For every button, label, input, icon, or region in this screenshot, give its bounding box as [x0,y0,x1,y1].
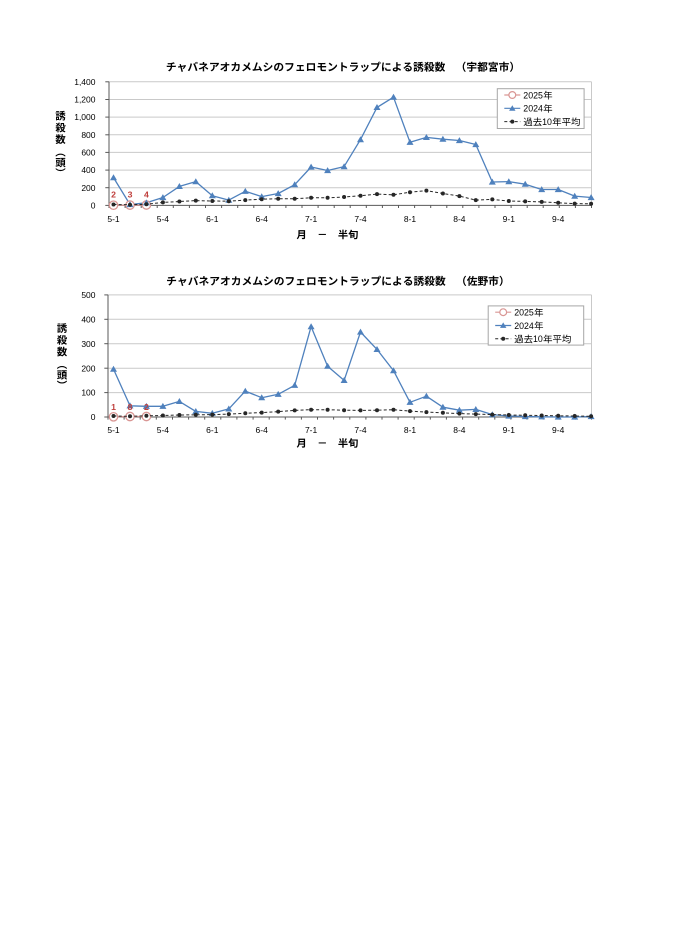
svg-text:7-4: 7-4 [354,425,367,435]
svg-text:300: 300 [81,339,95,349]
svg-text:2: 2 [144,402,149,412]
svg-text:400: 400 [81,165,95,175]
svg-text:8-1: 8-1 [404,425,417,435]
svg-text:7-1: 7-1 [305,425,318,435]
svg-text:0: 0 [91,412,96,422]
svg-text:1: 1 [111,402,116,412]
svg-text:9-1: 9-1 [503,214,516,224]
svg-text:6-4: 6-4 [256,425,269,435]
svg-text:5-4: 5-4 [157,214,170,224]
svg-text:400: 400 [81,314,95,324]
svg-text:1,000: 1,000 [74,112,96,122]
svg-text:4: 4 [144,189,149,199]
svg-text:0: 0 [91,201,96,211]
svg-text:100: 100 [81,388,95,398]
svg-text:8-4: 8-4 [453,425,466,435]
svg-text:9-4: 9-4 [552,214,565,224]
svg-text:1,200: 1,200 [74,95,96,105]
svg-text:2: 2 [111,189,116,199]
svg-text:9-4: 9-4 [552,425,565,435]
svg-text:3: 3 [128,189,133,199]
svg-text:7-1: 7-1 [305,214,318,224]
svg-text:1,400: 1,400 [74,77,96,87]
svg-text:10: 10 [533,334,543,344]
svg-text:6-4: 6-4 [256,214,269,224]
svg-text:600: 600 [81,148,95,158]
svg-text:8-4: 8-4 [453,214,466,224]
svg-text:200: 200 [81,363,95,373]
svg-text:5-1: 5-1 [107,425,120,435]
svg-text:8-1: 8-1 [404,214,417,224]
svg-text:9-1: 9-1 [503,425,516,435]
svg-text:800: 800 [81,130,95,140]
svg-text:2024: 2024 [523,104,543,114]
svg-text:6-1: 6-1 [206,425,219,435]
svg-text:7-4: 7-4 [354,214,367,224]
svg-text:8: 8 [128,402,133,412]
svg-text:10: 10 [542,117,552,127]
svg-text:5-1: 5-1 [107,214,120,224]
svg-text:500: 500 [81,290,95,300]
svg-text:2025: 2025 [523,90,543,100]
svg-text:5-4: 5-4 [157,425,170,435]
svg-text:200: 200 [81,183,95,193]
svg-text:6-1: 6-1 [206,214,219,224]
svg-text:2025: 2025 [514,308,534,318]
svg-text:2024: 2024 [514,321,534,331]
